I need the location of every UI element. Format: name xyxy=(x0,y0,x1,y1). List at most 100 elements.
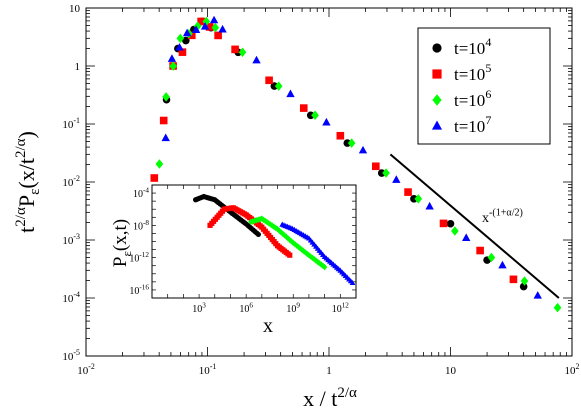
main-data-point xyxy=(347,138,356,148)
legend-label: t=106 xyxy=(454,87,491,110)
power-law-guide-line xyxy=(389,153,560,299)
inset-data-point xyxy=(309,254,316,262)
main-data-point xyxy=(533,291,542,299)
main-data-point xyxy=(476,246,484,255)
main-data-point xyxy=(162,92,170,102)
main-data-point xyxy=(358,145,368,154)
legend-label: t=107 xyxy=(454,113,491,136)
inset-x-tick-label: 109 xyxy=(286,302,300,316)
main-data-point xyxy=(191,25,201,33)
main-data-point xyxy=(425,201,434,210)
main-y-axis-label: t2/αPε(x/t2/α) xyxy=(13,131,43,233)
main-data-point xyxy=(200,22,210,30)
main-data-point xyxy=(487,252,496,263)
power-law-label: x-(1+α/2) xyxy=(482,208,523,226)
inset-x-tick-label: 1012 xyxy=(332,302,350,316)
inset-data-point xyxy=(269,222,275,229)
main-data-point xyxy=(197,17,205,26)
main-x-tick-label: 10 xyxy=(445,365,457,377)
inset-data-point xyxy=(318,261,324,268)
main-data-point xyxy=(439,219,448,228)
main-data-point xyxy=(343,139,352,147)
main-data-point xyxy=(231,45,239,54)
main-plot: 10-2 10-1 1 10 102 10-5 10-4 10-3 10-2 10-1 1 10 x /… xyxy=(13,3,580,411)
main-data-point xyxy=(218,24,227,33)
inset-frame xyxy=(151,184,357,299)
main-data-point xyxy=(414,194,423,204)
main-data-point xyxy=(167,54,177,62)
inset-data-point xyxy=(287,252,293,258)
main-data-point xyxy=(498,260,507,269)
main-data-point xyxy=(252,55,261,64)
main-data-point xyxy=(202,16,211,27)
inset-y-tick-label: 10-8 xyxy=(133,219,149,233)
legend-label: t=105 xyxy=(454,61,491,84)
main-series-3 xyxy=(161,15,542,299)
main-data-point xyxy=(311,110,319,121)
main-data-point xyxy=(509,275,518,284)
main-y-tick-label: 10-1 xyxy=(62,116,80,131)
inset-data-point xyxy=(259,215,265,222)
main-data-point xyxy=(176,33,185,44)
inset-data-point xyxy=(304,250,310,258)
inset-data-point xyxy=(255,231,261,238)
inset-y-tick-label: 10-4 xyxy=(133,187,149,201)
main-data-point xyxy=(161,133,170,142)
main-y-tick-label: 10-5 xyxy=(62,348,80,363)
inset-data-point xyxy=(306,251,312,259)
main-data-point xyxy=(182,28,192,37)
main-data-point xyxy=(205,23,214,31)
legend: t=104 t=105 t=106 t=107 xyxy=(417,27,551,145)
legend-marker xyxy=(432,43,442,53)
main-data-point xyxy=(462,233,471,241)
main-y-tick-label: 10-3 xyxy=(62,232,80,247)
main-data-point xyxy=(187,31,196,40)
main-data-point xyxy=(306,111,315,120)
main-data-point xyxy=(322,117,331,126)
inset-data-point xyxy=(313,257,319,264)
main-y-tick-label: 10-2 xyxy=(62,174,80,189)
main-data-point xyxy=(446,219,455,228)
main-data-point xyxy=(377,169,386,177)
legend-marker xyxy=(432,94,442,106)
main-data-point xyxy=(520,276,529,286)
legend-marker xyxy=(431,120,443,130)
inset-data-point xyxy=(308,253,314,260)
main-data-point xyxy=(404,188,412,196)
main-data-point xyxy=(372,162,380,171)
inset-series-3 xyxy=(279,221,356,286)
inset-y-tick-label: 10-12 xyxy=(129,251,149,265)
inset-data-point xyxy=(322,263,328,271)
main-x-axis-label: x / t2/α xyxy=(303,385,357,411)
legend-label: t=104 xyxy=(454,35,491,58)
inset-data-point xyxy=(273,224,279,232)
inset-data-point xyxy=(271,223,277,231)
main-data-point xyxy=(209,15,219,24)
inset-data-point xyxy=(320,262,326,270)
main-data-point xyxy=(274,81,283,91)
main-x-tick-label: 1 xyxy=(326,365,332,377)
main-x-tick-label: 10-2 xyxy=(77,362,95,377)
main-data-point xyxy=(175,42,184,51)
main-data-point xyxy=(159,116,168,125)
main-y-tick-label: 10-4 xyxy=(62,290,80,305)
inset-data-point xyxy=(302,249,309,256)
inset-x-tick-label: 103 xyxy=(192,302,206,316)
inset-series-2 xyxy=(248,215,328,271)
inset-data-point xyxy=(274,225,281,233)
main-series-1 xyxy=(150,17,518,284)
main-data-point xyxy=(211,22,220,33)
main-data-point xyxy=(286,89,295,98)
main-x-tick-label: 10-1 xyxy=(199,362,217,377)
main-y-tick-label: 1 xyxy=(75,61,81,73)
main-data-point xyxy=(410,195,418,203)
inset-plot: 103 106 109 1012 10-4 10-8 10-12 10-16 x Pε(x,t) xyxy=(110,184,357,337)
main-data-point xyxy=(155,159,164,169)
main-data-point xyxy=(150,174,159,182)
main-data-point xyxy=(299,104,308,112)
inset-y-axis-label: Pε(x,t) xyxy=(110,219,134,267)
main-data-point xyxy=(238,47,247,58)
main-data-point xyxy=(193,21,202,31)
main-data-point xyxy=(270,82,279,90)
